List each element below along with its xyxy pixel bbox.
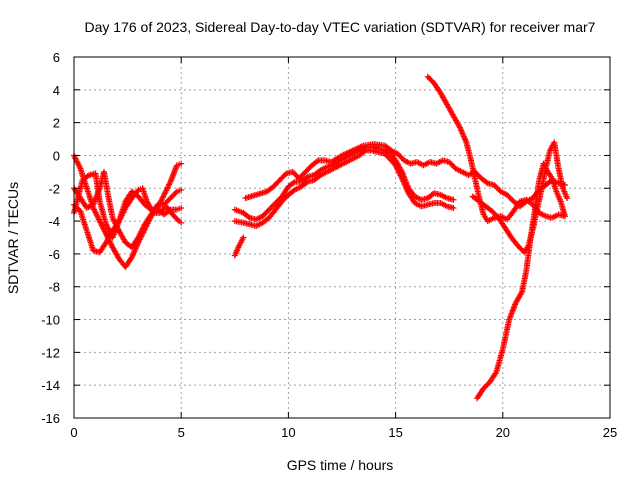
data-point xyxy=(450,196,457,203)
data-point-trail xyxy=(290,179,297,186)
x-tick-label: 20 xyxy=(496,425,510,440)
y-tick-label: -2 xyxy=(48,181,60,196)
data-point xyxy=(178,219,185,226)
data-point xyxy=(178,204,185,211)
data-point xyxy=(178,186,185,193)
data-point xyxy=(564,195,571,202)
x-axis-label: GPS time / hours xyxy=(287,457,394,473)
data-point-trail xyxy=(483,179,490,186)
data-point-trail xyxy=(245,213,252,220)
data-point-trail xyxy=(166,207,173,214)
x-tick-label: 0 xyxy=(70,425,77,440)
data-point-trail xyxy=(84,173,91,180)
y-tick-label: -6 xyxy=(48,247,60,262)
series-5 xyxy=(231,234,247,259)
y-axis-label: SDTVAR / TECUs xyxy=(5,182,21,294)
x-tick-label: 10 xyxy=(281,425,295,440)
x-tick-label: 25 xyxy=(603,425,617,440)
data-point-trail xyxy=(303,179,310,186)
data-point xyxy=(450,204,457,211)
series-7 xyxy=(231,147,457,230)
x-tick-label: 15 xyxy=(388,425,402,440)
y-tick-label: 2 xyxy=(53,116,60,131)
data-point-trail xyxy=(174,216,181,223)
data-point-trail xyxy=(146,205,153,212)
y-tick-label: -14 xyxy=(41,378,60,393)
y-tick-label: 0 xyxy=(53,148,60,163)
data-point-trail xyxy=(314,158,321,165)
y-tick-label: -10 xyxy=(41,313,60,328)
chart-title: Day 176 of 2023, Sidereal Day-to-day VTE… xyxy=(85,19,596,35)
data-point-trail xyxy=(172,189,179,196)
data-point xyxy=(240,234,247,241)
data-point-trail xyxy=(361,148,368,155)
series-4 xyxy=(71,170,185,241)
series-9 xyxy=(424,73,568,225)
x-tick-label: 5 xyxy=(178,425,185,440)
data-points xyxy=(71,73,571,402)
series-11 xyxy=(474,160,568,402)
data-point xyxy=(178,160,185,167)
y-tick-label: -12 xyxy=(41,345,60,360)
y-tick-label: -4 xyxy=(48,214,60,229)
y-tick-label: -16 xyxy=(41,411,60,426)
y-tick-label: -8 xyxy=(48,280,60,295)
y-tick-label: 6 xyxy=(53,50,60,65)
plot-frame xyxy=(73,56,611,419)
series-10 xyxy=(469,139,571,256)
data-point xyxy=(561,213,568,220)
axis-ticks: 0 5 10 15 20 25 -16 -14 -12 -10 -8 -6 -4 -2 0 2 4 6 xyxy=(41,50,617,440)
y-tick-label: 4 xyxy=(53,83,60,98)
